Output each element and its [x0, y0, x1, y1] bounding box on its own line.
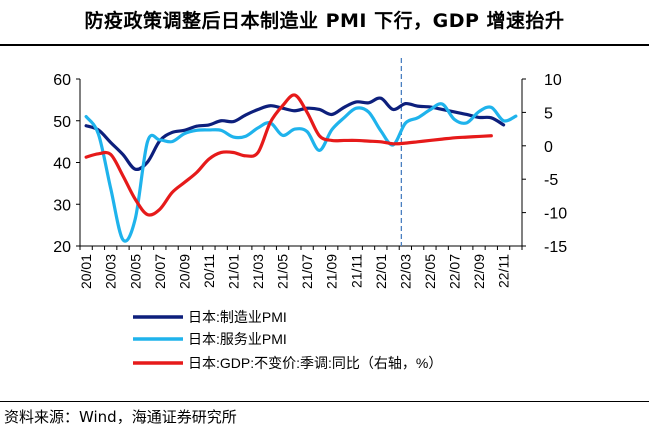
left-tick-label: 40 [53, 156, 71, 173]
chart-title: 防疫政策调整后日本制造业 PMI 下行，GDP 增速抬升 [84, 10, 565, 32]
left-tick-label: 20 [53, 239, 71, 256]
x-tick-label: 20/05 [127, 254, 143, 289]
x-tick-label: 20/01 [78, 254, 94, 289]
right-tick-label: -5 [544, 172, 558, 189]
x-tick-label: 22/05 [422, 254, 438, 289]
source-note: 资料来源：Wind，海通证券研究所 [4, 408, 237, 426]
right-tick-label: -15 [544, 239, 567, 256]
x-tick-label: 20/07 [152, 254, 168, 289]
x-tick-label: 20/03 [103, 254, 119, 289]
legend-gdp-yoy-label: 日本:GDP:不变价:季调:同比（右轴，%） [188, 355, 442, 371]
series-layer [84, 93, 518, 243]
title-rule [0, 44, 649, 46]
gdp-yoy-line [84, 93, 493, 217]
services-pmi-line [84, 102, 518, 243]
right-tick-label: 5 [544, 105, 553, 122]
left-tick-label: 30 [53, 197, 71, 214]
x-tick-label: 22/07 [446, 254, 462, 289]
x-tick-label: 21/05 [275, 254, 291, 289]
legend-manufacturing-pmi-label: 日本:制造业PMI [188, 309, 287, 325]
x-tick-label: 21/09 [324, 254, 340, 289]
legend: 日本:制造业PMI 日本:服务业PMI 日本:GDP:不变价:季调:同比（右轴，%） [133, 309, 442, 371]
right-tick-label: 10 [544, 72, 562, 89]
x-tick-label: 22/01 [373, 254, 389, 289]
x-tick-label: 22/09 [471, 254, 487, 289]
axes: 20 30 40 50 60 -15 -10 -5 0 5 10 20/01 20/03 20/05 20/… [53, 58, 567, 289]
x-tick-label: 21/03 [250, 254, 266, 289]
source-rule [0, 401, 649, 402]
left-tick-label: 50 [53, 114, 71, 131]
manufacturing-pmi-line [84, 96, 506, 172]
x-tick-label: 22/11 [496, 254, 512, 288]
x-tick-label: 21/11 [348, 254, 364, 288]
x-tick-label: 20/09 [176, 254, 192, 289]
x-tick-label: 21/01 [225, 254, 241, 289]
right-tick-label: 0 [544, 139, 553, 156]
x-tick-label: 21/07 [299, 254, 315, 289]
right-tick-label: -10 [544, 206, 567, 223]
x-tick-label: 22/03 [397, 254, 413, 289]
x-tick-label: 20/11 [201, 254, 217, 288]
left-tick-label: 60 [53, 72, 71, 89]
legend-services-pmi-label: 日本:服务业PMI [188, 331, 287, 347]
